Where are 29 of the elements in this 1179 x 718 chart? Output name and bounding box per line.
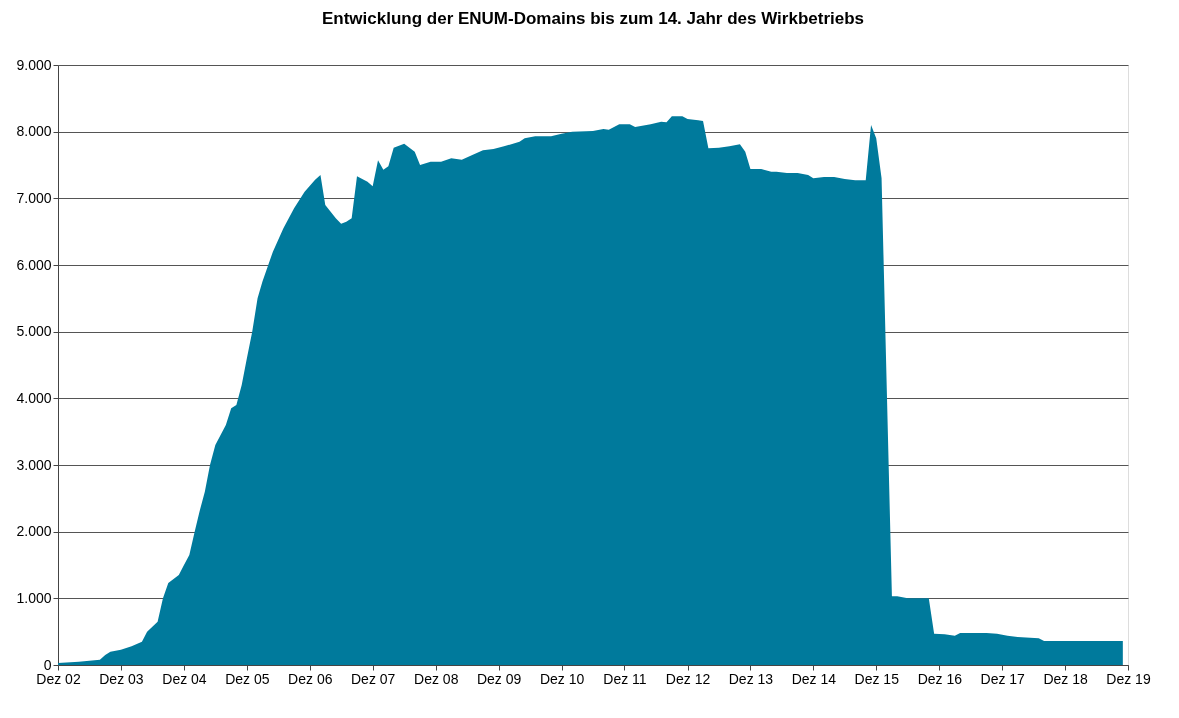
x-tick-label: Dez 19	[1106, 670, 1151, 687]
x-tick-label: Dez 09	[476, 670, 522, 687]
x-tick-label: Dez 06	[288, 670, 333, 687]
x-tick-label: Dez 14	[791, 670, 837, 687]
x-tick-label: Dez 13	[728, 670, 774, 687]
y-tick-label: 5.000	[16, 323, 52, 340]
y-tick-label: 7.000	[16, 189, 52, 206]
y-tick-label: 6.000	[16, 256, 52, 273]
x-tick-label: Dez 11	[603, 670, 647, 687]
x-tick-label: Dez 08	[414, 670, 459, 687]
x-tick-label: Dez 03	[99, 670, 144, 687]
x-tick-label: Dez 15	[854, 670, 900, 687]
x-tick-label: Dez 10	[539, 670, 585, 687]
x-tick-label: Dez 18	[1043, 670, 1088, 687]
x-tick-label: Dez 07	[351, 670, 396, 687]
y-tick-label: 4.000	[16, 389, 52, 406]
y-tick-label: 3.000	[16, 456, 52, 473]
x-tick-label: Dez 17	[980, 670, 1026, 687]
x-tick-label: Dez 05	[225, 670, 270, 687]
x-tick-label: Dez 12	[665, 670, 711, 687]
y-tick-label: 1.000	[16, 589, 52, 606]
x-tick-label: Dez 16	[917, 670, 963, 687]
chart-title: Entwicklung der ENUM-Domains bis zum 14. Jahr des Wirkbetriebs	[321, 9, 865, 28]
y-tick-label: 9.000	[16, 56, 52, 73]
y-tick-label: 8.000	[16, 123, 52, 140]
y-tick-label: 2.000	[16, 523, 52, 540]
y-tick-label: 0	[43, 656, 52, 673]
x-tick-label: Dez 04	[162, 670, 207, 687]
x-tick-label: Dez 02	[36, 670, 81, 687]
